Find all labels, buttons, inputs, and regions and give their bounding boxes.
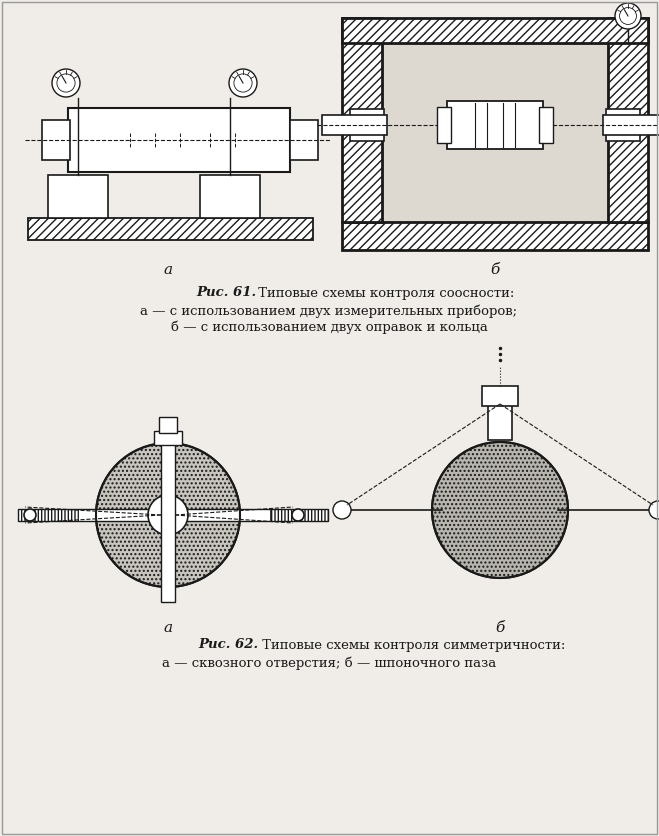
Bar [603,115,659,135]
Bar [154,431,182,445]
Text: Рис. 62.: Рис. 62. [198,639,258,651]
Circle shape [52,69,80,97]
Text: Типовые схемы контроля соосности:: Типовые схемы контроля соосности: [254,287,515,299]
Circle shape [96,443,240,587]
Bar [488,404,512,440]
Bar [608,18,648,222]
Text: б: б [496,621,505,635]
Circle shape [615,3,641,29]
Bar [18,509,78,521]
Bar [68,108,290,172]
Circle shape [619,8,637,24]
Bar [447,101,543,149]
Bar [290,120,318,160]
Bar [18,509,328,521]
Text: б — с использованием двух оправок и кольца: б — с использованием двух оправок и коль… [171,320,488,334]
Text: б: б [490,263,500,277]
Bar [437,107,451,143]
Circle shape [234,74,252,92]
Bar [270,509,328,521]
Text: Рис. 61.: Рис. 61. [196,287,256,299]
Bar [200,175,260,218]
Text: а — сквозного отверстия; б — шпоночного паза: а — сквозного отверстия; б — шпоночного … [162,656,496,670]
Circle shape [649,501,659,519]
Bar [342,18,382,222]
Bar [161,428,175,602]
Bar [539,107,553,143]
Bar [28,218,313,240]
Bar [342,222,648,250]
Text: а: а [163,263,173,277]
Bar [606,109,640,141]
Text: Типовые схемы контроля симметричности:: Типовые схемы контроля симметричности: [258,639,565,651]
Bar [382,43,608,222]
Circle shape [432,442,568,578]
Circle shape [333,501,351,519]
Bar [48,175,108,218]
Bar [350,109,384,141]
Text: а — с использованием двух измерительных приборов;: а — с использованием двух измерительных … [140,304,517,318]
Circle shape [57,74,75,92]
Bar [42,120,70,160]
Bar [159,417,177,433]
Bar [322,115,387,135]
Circle shape [148,495,188,535]
Text: а: а [163,621,173,635]
Circle shape [229,69,257,97]
Circle shape [292,509,304,521]
Bar [482,386,518,406]
Circle shape [24,509,36,521]
Bar [342,18,648,43]
